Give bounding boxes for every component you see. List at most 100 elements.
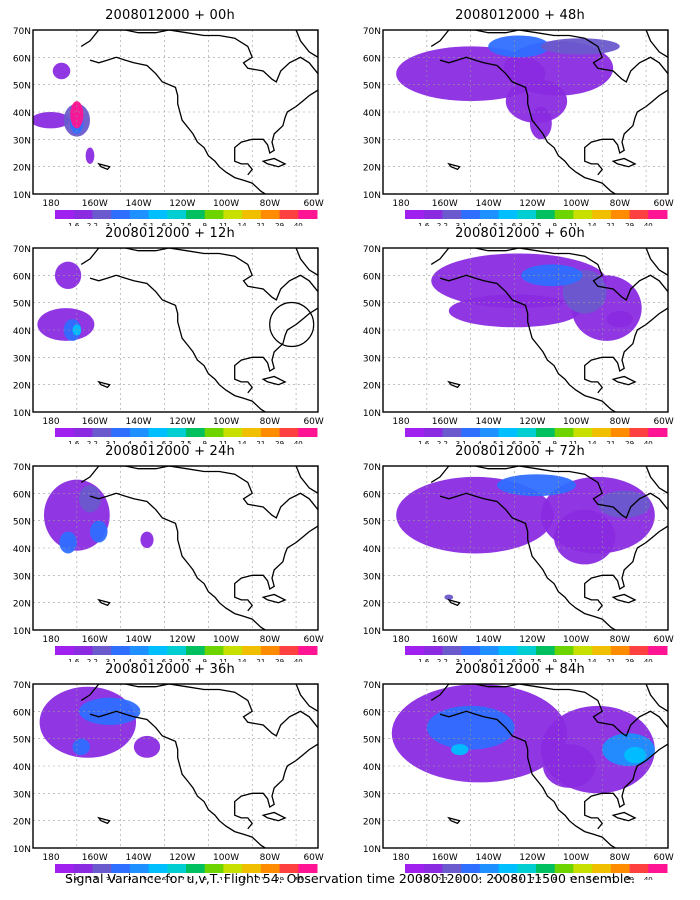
colorbar-label: 14 xyxy=(238,876,247,880)
colorbar-label: 14 xyxy=(238,440,247,444)
latitude-label: 20N xyxy=(13,600,31,610)
colorbar-label: 29 xyxy=(625,440,634,444)
longitude-label: 120W xyxy=(519,199,545,209)
colorbar-label: 40 xyxy=(294,658,303,662)
colorbar-label: 7.5 xyxy=(180,876,191,880)
colorbar: 1.6 2.2 3.1 4 5.1 6.3 7.5 9 11 14 21 29 40 xyxy=(55,864,318,880)
colorbar-label: 40 xyxy=(294,440,303,444)
colorbar-label: 21 xyxy=(256,876,265,880)
latitude-label: 40N xyxy=(13,109,31,119)
latitude-label: 70N xyxy=(13,463,31,473)
longitude-label: 160W xyxy=(82,853,108,863)
colorbar-label: 21 xyxy=(606,658,615,662)
colorbar-label: 11 xyxy=(219,222,228,226)
variance-field xyxy=(396,35,620,140)
longitude-label: 100W xyxy=(213,853,239,863)
colorbar-label: 3.1 xyxy=(106,440,117,444)
map-plot: 70N 60N 50N 40N 30N 20N 10N 180 160W 140W 120W 100W… xyxy=(13,27,324,226)
longitude-label: 140W xyxy=(126,853,152,863)
colorbar-label: 7.5 xyxy=(180,222,191,226)
coastline xyxy=(430,30,668,194)
latitude-label: 10N xyxy=(13,191,31,201)
colorbar-label: 40 xyxy=(294,222,303,226)
colorbar-label: 9 xyxy=(552,222,556,226)
longitude-label: 60W xyxy=(303,199,323,209)
colorbar-label: 6.3 xyxy=(162,440,173,444)
latitude-label: 40N xyxy=(363,327,381,337)
latitude-label: 50N xyxy=(13,82,31,92)
latitude-label: 30N xyxy=(13,136,31,146)
colorbar-label: 40 xyxy=(644,222,653,226)
colorbar-label: 3.1 xyxy=(456,658,467,662)
figure-caption: Signal Variance for u,v,T. Flight 54. Ob… xyxy=(65,871,635,886)
forecast-panel: 2008012000 + 48h 70N 60N 50N 40N 30N 20N 10N 180… xyxy=(350,8,690,226)
colorbar-label: 14 xyxy=(588,876,597,880)
forecast-panel: 2008012000 + 12h 70N 60N 50N 40N 30N 20N 10N 180… xyxy=(0,226,340,444)
colorbar-label: 2.2 xyxy=(87,876,98,880)
latitude-label: 40N xyxy=(363,545,381,555)
coastline xyxy=(430,684,668,848)
colorbar-label: 5.1 xyxy=(143,876,154,880)
colorbar-label: 6.3 xyxy=(162,658,173,662)
longitude-label: 80W xyxy=(260,199,280,209)
latitude-label: 10N xyxy=(363,409,381,419)
colorbar-label: 14 xyxy=(238,658,247,662)
map-plot: 70N 60N 50N 40N 30N 20N 10N 180 160W 140W 120W 100W… xyxy=(363,245,674,444)
colorbar-label: 1.6 xyxy=(68,658,80,662)
colorbar: 1.6 2.2 3.1 4 5.1 6.3 7.5 9 11 14 21 29 40 xyxy=(55,428,318,444)
latitude-label: 70N xyxy=(13,27,31,37)
longitude-label: 160W xyxy=(432,635,458,645)
map-plot: 70N 60N 50N 40N 30N 20N 10N 180 160W 140W 120W 100W… xyxy=(13,463,324,662)
map-plot: 70N 60N 50N 40N 30N 20N 10N 180 160W 140W 120W 100W… xyxy=(363,681,674,880)
latitude-label: 10N xyxy=(363,845,381,855)
longitude-label: 100W xyxy=(213,417,239,427)
colorbar-label: 3.1 xyxy=(456,876,467,880)
panel-title: 2008012000 + 72h xyxy=(455,444,585,459)
latitude-label: 40N xyxy=(363,109,381,119)
colorbar-label: 6.3 xyxy=(162,222,173,226)
panel-title: 2008012000 + 84h xyxy=(455,662,585,677)
colorbar-label: 3.1 xyxy=(106,658,117,662)
latitude-label: 50N xyxy=(13,300,31,310)
colorbar-label: 29 xyxy=(625,658,634,662)
latitude-label: 20N xyxy=(363,164,381,174)
longitude-label: 60W xyxy=(303,635,323,645)
longitude-label: 80W xyxy=(260,635,280,645)
colorbar-label: 11 xyxy=(219,658,228,662)
map-plot: 70N 60N 50N 40N 30N 20N 10N 180 160W 140W 120W 100W… xyxy=(13,245,324,444)
panel-title: 2008012000 + 24h xyxy=(105,444,235,459)
colorbar-label: 9 xyxy=(552,658,556,662)
variance-field xyxy=(33,62,95,164)
latitude-label: 40N xyxy=(13,327,31,337)
colorbar-label: 7.5 xyxy=(180,440,191,444)
latitude-label: 70N xyxy=(13,681,31,691)
colorbar-label: 6.3 xyxy=(512,440,523,444)
colorbar-label: 1.6 xyxy=(418,658,430,662)
longitude-label: 160W xyxy=(432,417,458,427)
latitude-label: 30N xyxy=(363,572,381,582)
colorbar-label: 4 xyxy=(128,440,133,444)
longitude-label: 60W xyxy=(303,417,323,427)
coastline xyxy=(80,30,318,194)
forecast-panel: 2008012000 + 84h 70N 60N 50N 40N 30N 20N 10N 180… xyxy=(350,662,690,880)
longitude-label: 80W xyxy=(610,199,630,209)
coastline xyxy=(430,248,668,412)
latitude-label: 50N xyxy=(363,736,381,746)
colorbar: 1.6 2.2 3.1 4 5.1 6.3 7.5 9 11 14 21 29 40 xyxy=(55,646,318,662)
colorbar-label: 5.1 xyxy=(493,876,504,880)
colorbar-label: 1.6 xyxy=(418,222,430,226)
latitude-label: 60N xyxy=(13,490,31,500)
panel-title: 2008012000 + 60h xyxy=(455,226,585,241)
latitude-label: 50N xyxy=(363,82,381,92)
forecast-panel: 2008012000 + 60h 70N 60N 50N 40N 30N 20N 10N 180… xyxy=(350,226,690,444)
latitude-label: 10N xyxy=(13,409,31,419)
longitude-label: 140W xyxy=(476,417,502,427)
coastline xyxy=(80,248,318,412)
latitude-label: 30N xyxy=(363,354,381,364)
longitude-label: 120W xyxy=(519,635,545,645)
colorbar-label: 2.2 xyxy=(437,440,448,444)
longitude-label: 140W xyxy=(126,417,152,427)
latitude-label: 20N xyxy=(13,382,31,392)
colorbar-label: 9 xyxy=(202,658,206,662)
colorbar-label: 1.6 xyxy=(68,222,80,226)
